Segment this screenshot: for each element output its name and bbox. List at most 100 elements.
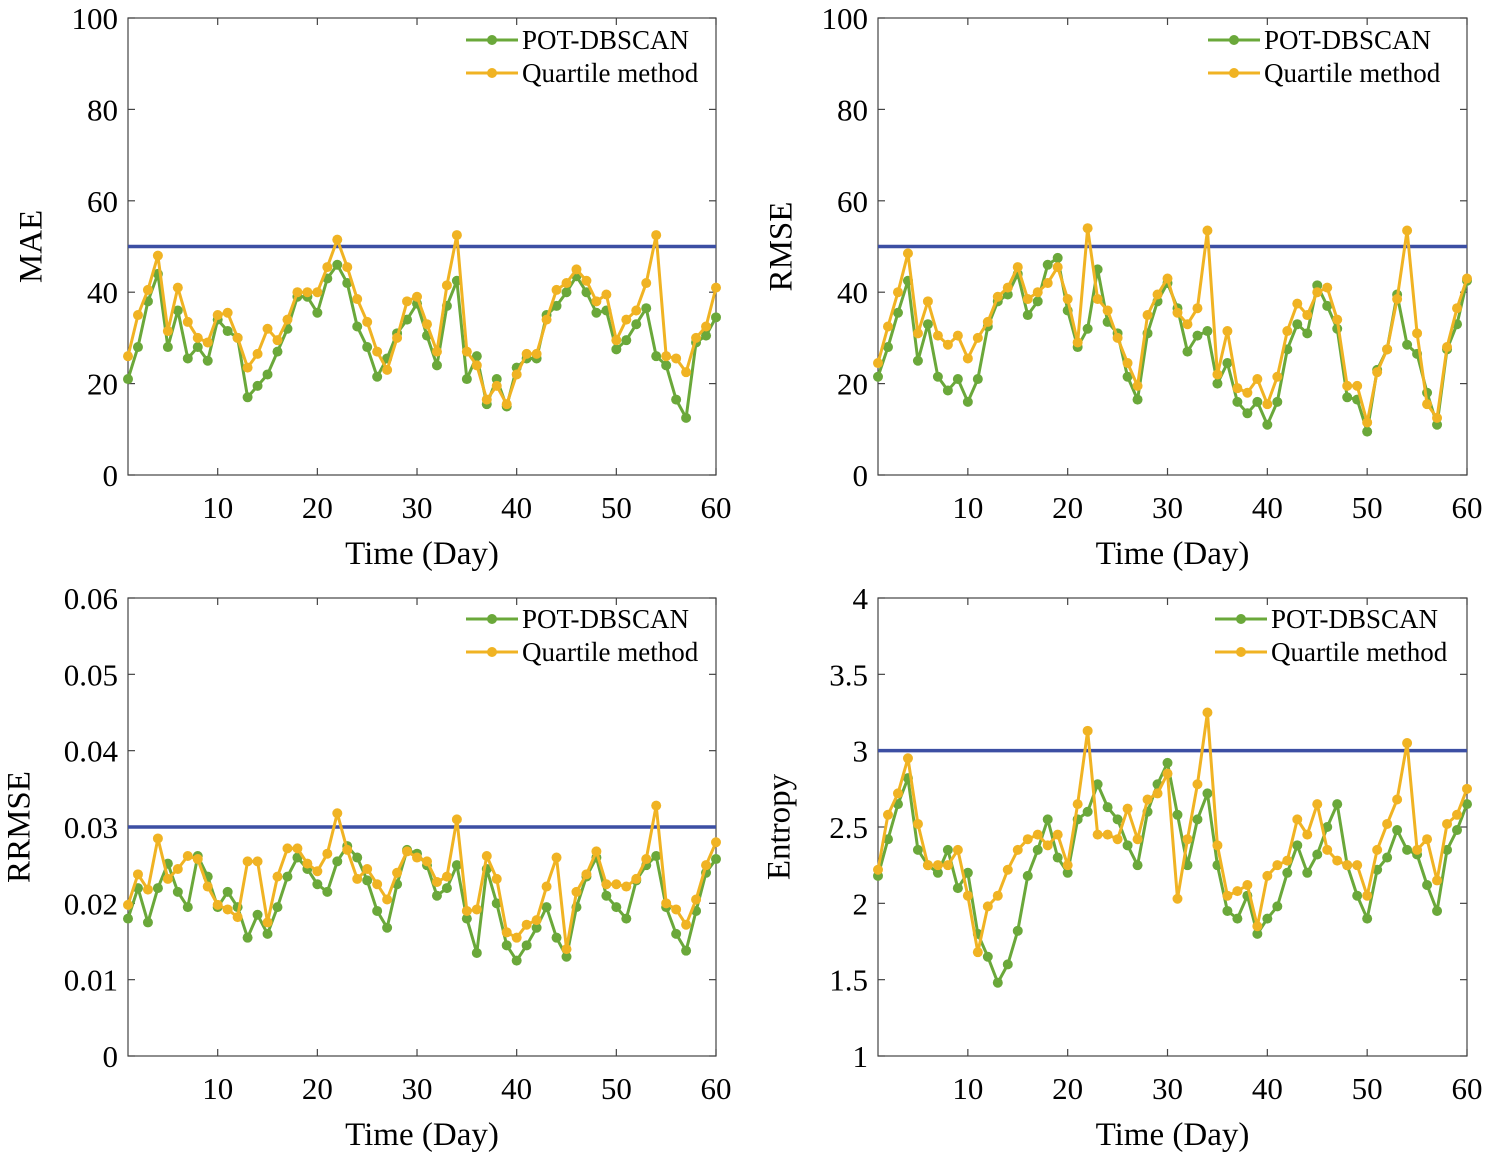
data-point (352, 873, 363, 884)
data-point (182, 851, 193, 862)
data-point (1032, 287, 1043, 298)
data-point (1302, 829, 1313, 840)
data-point (1312, 280, 1323, 291)
y-tick-label: 100 (822, 1, 869, 36)
data-point (601, 289, 612, 300)
data-point (431, 876, 442, 887)
data-point (322, 262, 333, 273)
data-point (262, 917, 273, 928)
data-point (1062, 294, 1073, 305)
data-point (1082, 725, 1093, 736)
data-point (1122, 358, 1133, 369)
x-tick-label: 60 (701, 490, 732, 525)
data-point (1352, 380, 1363, 391)
data-point (1442, 818, 1453, 829)
data-point (561, 944, 572, 955)
legend-swatch-marker (1236, 647, 1246, 657)
data-point (972, 374, 983, 385)
data-point (1412, 844, 1423, 855)
data-point (972, 332, 983, 343)
y-tick-label: 60 (837, 184, 868, 219)
data-point (1102, 802, 1113, 813)
chart-entropy: 1 1.5 2 2.5 3 3.5 4 10 20 30 40 50 60 Time (Day) Entro… (762, 581, 1483, 1153)
data-point (1122, 803, 1133, 814)
data-point (491, 374, 502, 385)
data-point (661, 898, 672, 909)
data-point (651, 351, 662, 362)
data-point (332, 259, 343, 270)
data-point (441, 883, 452, 894)
data-point (561, 278, 572, 289)
data-point (1402, 738, 1413, 749)
data-point (531, 348, 542, 359)
data-point (392, 867, 403, 878)
x-tick-label: 20 (1052, 1071, 1083, 1106)
data-point (312, 307, 323, 318)
y-tick-label: 0.05 (64, 657, 118, 692)
data-point (1272, 371, 1283, 382)
data-point (302, 287, 313, 298)
data-point (412, 291, 423, 302)
data-point (962, 353, 973, 364)
data-point (1362, 426, 1373, 437)
data-point (701, 860, 712, 871)
data-point (282, 843, 293, 854)
legend-swatch-marker (487, 35, 497, 45)
data-point (262, 928, 273, 939)
data-point (1292, 319, 1303, 330)
data-point (1332, 799, 1343, 810)
data-point (1402, 339, 1413, 350)
data-point (1452, 825, 1463, 836)
y-tick-label: 0 (853, 458, 869, 493)
legend-label: POT-DBSCAN (1271, 604, 1438, 634)
data-point (1182, 346, 1193, 357)
data-point (1252, 374, 1263, 385)
data-point (1362, 417, 1373, 428)
data-point (332, 234, 343, 245)
data-point (1202, 707, 1213, 718)
data-point (1192, 814, 1203, 825)
y-tick-label: 3 (853, 734, 869, 769)
data-point (1072, 799, 1083, 810)
data-point (922, 860, 933, 871)
data-point (382, 894, 393, 905)
x-tick-label: 40 (501, 490, 532, 525)
data-point (912, 818, 923, 829)
x-tick-label: 50 (1352, 1071, 1383, 1106)
data-point (561, 287, 572, 298)
data-point (1192, 779, 1203, 790)
data-point (661, 360, 672, 371)
data-point (1032, 296, 1043, 307)
data-point (481, 394, 492, 405)
data-point (1172, 809, 1183, 820)
data-point (711, 837, 721, 848)
data-point (1192, 330, 1203, 341)
data-point (172, 886, 183, 897)
y-tick-label: 2.5 (829, 810, 868, 845)
data-point (531, 915, 542, 926)
data-point (1422, 834, 1433, 845)
data-point (192, 854, 203, 865)
data-point (972, 947, 983, 958)
data-point (123, 351, 133, 362)
data-point (1382, 852, 1393, 863)
x-tick-label: 60 (1452, 490, 1483, 525)
data-point (322, 886, 333, 897)
data-point (892, 307, 903, 318)
data-point (882, 342, 893, 353)
data-point (1232, 396, 1243, 407)
data-point (431, 890, 442, 901)
data-point (471, 360, 482, 371)
data-point (222, 886, 233, 897)
data-point (882, 321, 893, 332)
data-point (581, 287, 592, 298)
data-point (1462, 783, 1472, 794)
data-point (182, 353, 193, 364)
data-point (591, 846, 602, 857)
data-point (902, 248, 913, 259)
data-point (1452, 303, 1463, 314)
data-point (451, 814, 462, 825)
x-axis-label: Time (Day) (1096, 1117, 1250, 1153)
data-point (1402, 844, 1413, 855)
data-point (551, 852, 562, 863)
